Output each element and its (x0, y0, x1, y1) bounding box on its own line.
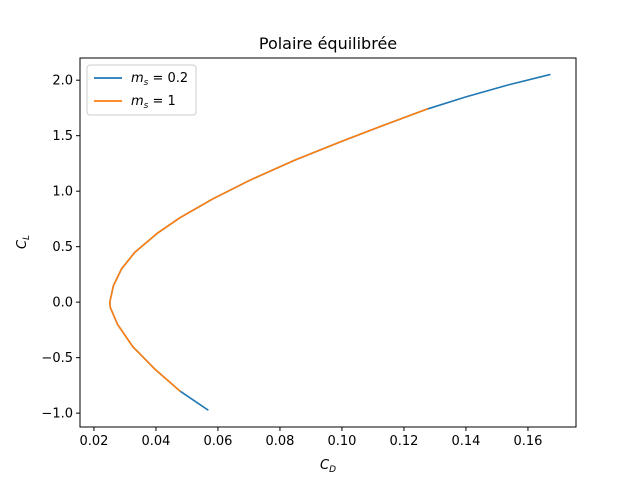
plot-frame (79, 57, 577, 428)
legend-label-1: ms = 1 (131, 94, 176, 111)
x-tick-label-0: 0.02 (79, 434, 108, 449)
y-tick-label-3: 0.5 (52, 240, 73, 255)
x-tick-label-4: 0.10 (327, 434, 356, 449)
y-tick-label-5: 1.5 (52, 129, 73, 144)
axis-ticks: 0.02 0.04 0.06 0.08 0.10 0.12 0.14 0.16 −1.0 −0.5… (41, 74, 542, 449)
y-tick-label-6: 2.0 (52, 74, 73, 89)
y-tick-label-4: 1.0 (52, 185, 73, 200)
y-tick-label-2: 0.0 (52, 296, 73, 311)
y-tick-label-0: −1.0 (41, 407, 73, 422)
plot-area (108, 73, 551, 411)
x-tick-label-5: 0.12 (389, 434, 418, 449)
x-tick-label-3: 0.08 (265, 434, 294, 449)
series-line-1 (108, 108, 429, 393)
x-tick-label-6: 0.14 (451, 434, 480, 449)
chart-title: Polaire équilibrée (259, 34, 397, 53)
legend-label-0: ms = 0.2 (131, 71, 188, 88)
x-tick-label-1: 0.04 (141, 434, 170, 449)
y-tick-label-1: −0.5 (41, 351, 73, 366)
x-tick-label-7: 0.16 (513, 434, 542, 449)
x-tick-label-2: 0.06 (203, 434, 232, 449)
legend: ms = 0.2 ms = 1 (86, 64, 197, 116)
